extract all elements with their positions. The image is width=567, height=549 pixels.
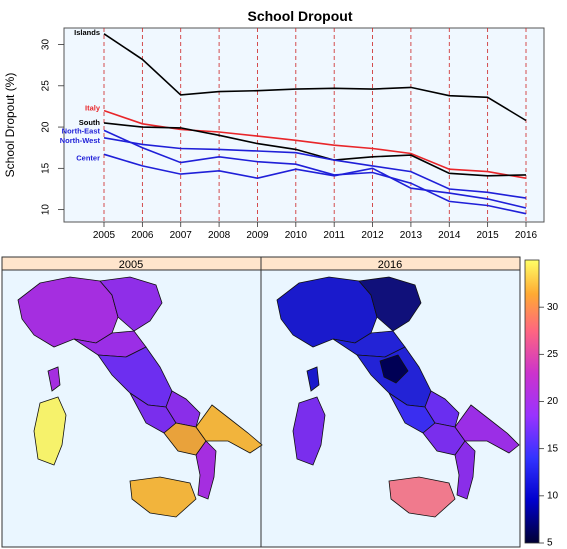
y-tick-label-30: 30 [41,39,52,51]
panel-label-2005: 2005 [119,259,143,271]
colorbar [524,259,540,544]
region-2016-sardinia [292,396,326,466]
colorbar-tick-label-25: 25 [547,349,559,360]
x-tick-label-2012: 2012 [361,230,384,241]
region-2016-north-east [358,276,422,332]
region-2016-puglia [454,404,520,454]
y-axis-label: School Dropout (%) [3,73,17,178]
colorbar-tick-label-10: 10 [547,490,559,501]
x-tick-label-2014: 2014 [438,230,461,241]
choropleth-maps: 2005 2016 [1,256,559,549]
region-2005-sicily [129,476,197,518]
colorbar-tick-label-20: 20 [547,396,559,407]
line-chart: School Dropout School Dropout (%) 10 15 20… [0,0,567,250]
series-line-islands [103,33,527,122]
map-2005 [17,276,263,518]
series-label-north-east: North-East [62,126,101,135]
y-axis: 10 15 20 25 30 [41,39,64,216]
series-line-north-west [103,137,527,199]
series-label-italy: Italy [85,104,101,113]
x-tick-label-2006: 2006 [131,230,154,241]
y-tick-label-25: 25 [41,80,52,92]
x-tick-label-2010: 2010 [285,230,308,241]
series-label-south: South [79,118,101,127]
colorbar-tick-label-30: 30 [547,302,559,313]
series-label-north-west: North-West [60,136,101,145]
panel-strip-2016 [260,256,521,271]
region-2016-marche-dark [379,354,409,384]
series-line-north-east [103,129,527,215]
colorbar-tick-label-5: 5 [547,538,553,549]
x-tick-label-2011: 2011 [323,230,345,241]
region-2005-puglia [195,404,263,454]
x-tick-label-2015: 2015 [477,230,500,241]
x-tick-label-2013: 2013 [400,230,423,241]
series-label-center: Center [76,153,100,162]
y-tick-label-20: 20 [41,121,52,133]
colorbar-ticks: 5 10 15 20 25 30 [539,302,559,549]
x-tick-label-2008: 2008 [208,230,231,241]
region-2016-corsica [306,366,320,392]
x-tick-label-2009: 2009 [246,230,269,241]
region-2005-sardinia [33,396,67,466]
region-2016-calabria [454,440,476,500]
y-tick-label-10: 10 [41,204,52,216]
map-2016 [276,276,520,518]
plot-area [63,27,545,223]
x-axis: 2005 2006 2007 2008 2009 2010 2011 2012 2013 2014… [93,222,538,241]
colorbar-tick-label-15: 15 [547,443,559,454]
series-line-south [103,122,527,177]
series-line-center [103,153,527,209]
region-2005-corsica [47,366,61,392]
chart-title: School Dropout [248,8,353,24]
y-tick-label-15: 15 [41,162,52,174]
x-tick-label-2007: 2007 [170,230,193,241]
region-2005-north-east [99,276,163,332]
x-tick-label-2005: 2005 [93,230,116,241]
panel-label-2016: 2016 [378,259,402,271]
series-label-islands: Islands [74,28,100,37]
region-2005-calabria [195,440,217,500]
series-lines [103,33,527,215]
x-tick-label-2016: 2016 [515,230,538,241]
region-2016-sicily [388,476,456,518]
